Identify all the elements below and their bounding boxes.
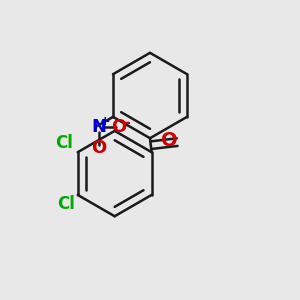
Text: -: -: [123, 114, 130, 132]
Text: Cl: Cl: [57, 196, 75, 214]
Text: Cl: Cl: [55, 134, 73, 152]
Text: O: O: [161, 131, 178, 150]
Text: O: O: [111, 118, 126, 136]
Text: O: O: [91, 139, 106, 157]
Text: +: +: [100, 115, 110, 128]
Text: N: N: [91, 118, 106, 136]
